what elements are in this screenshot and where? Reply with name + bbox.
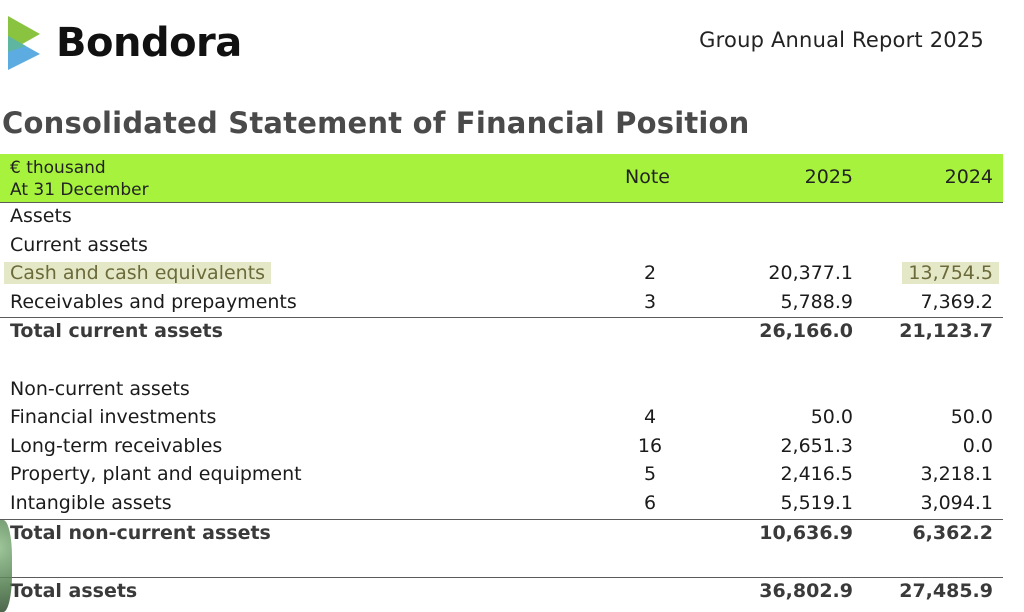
page-title: Consolidated Statement of Financial Posi…	[2, 106, 750, 140]
row-label: Receivables and prepayments	[10, 290, 297, 313]
row-label: Property, plant and equipment	[10, 463, 302, 486]
row-value-2025: 2,416.5	[780, 463, 853, 486]
header-2024: 2024	[944, 166, 993, 188]
row-note: 5	[643, 463, 657, 486]
table-row-total: Total current assets 26,166.0 21,123.7	[0, 317, 1003, 347]
row-label: Non-current assets	[10, 377, 190, 400]
table-header: € thousand At 31 December Note 2025 2024	[0, 154, 1003, 203]
row-value-2025: 36,802.9	[759, 579, 853, 602]
brand-logo: Bondora	[6, 14, 242, 72]
row-note: 4	[643, 406, 657, 429]
row-note: 2	[643, 262, 657, 285]
row-value-2025: 5,788.9	[780, 290, 853, 313]
header-unit-date: At 31 December	[10, 180, 149, 200]
report-title: Group Annual Report 2025	[699, 28, 984, 52]
row-label: Long-term receivables	[10, 434, 223, 457]
table-row: Cash and cash equivalents 2 20,377.1 13,…	[0, 260, 1003, 289]
row-label: Total assets	[10, 579, 138, 602]
header-2025: 2025	[804, 166, 853, 188]
row-value-2024: 6,362.2	[912, 521, 993, 544]
table-row: Non-current assets	[0, 376, 1003, 405]
row-label: Total current assets	[10, 320, 223, 343]
table-row: Current assets	[0, 232, 1003, 261]
table-row: Receivables and prepayments 3 5,788.9 7,…	[0, 289, 1003, 318]
brand-name: Bondora	[56, 20, 242, 66]
row-value-2024: 3,218.1	[920, 463, 993, 486]
plant-decoration	[0, 520, 12, 612]
row-value-2024: 50.0	[950, 406, 993, 429]
header-unit: € thousand At 31 December	[10, 157, 149, 201]
row-value-2025: 2,651.3	[780, 434, 853, 457]
row-spacer	[0, 548, 1003, 577]
row-spacer	[0, 347, 1003, 376]
table-row: Intangible assets 6 5,519.1 3,094.1	[0, 490, 1003, 519]
bondora-logo-icon	[8, 16, 40, 70]
row-note: 6	[643, 491, 657, 514]
header-unit-currency: € thousand	[10, 158, 106, 178]
row-value-2024: 27,485.9	[899, 579, 993, 602]
row-value-2025: 26,166.0	[759, 320, 853, 343]
row-value-2025: 10,636.9	[759, 521, 853, 544]
row-value-2025: 50.0	[810, 406, 853, 429]
header-note: Note	[625, 166, 670, 188]
table-row: Financial investments 4 50.0 50.0	[0, 404, 1003, 433]
row-label: Current assets	[10, 233, 148, 256]
table-row: Property, plant and equipment 5 2,416.5 …	[0, 461, 1003, 490]
table-row-total: Total non-current assets 10,636.9 6,362.…	[0, 518, 1003, 549]
row-value-2025: 5,519.1	[780, 491, 853, 514]
table-row: Long-term receivables 16 2,651.3 0.0	[0, 433, 1003, 462]
row-label: Cash and cash equivalents	[4, 262, 272, 285]
row-value-2024: 13,754.5	[902, 262, 999, 285]
row-value-2025: 20,377.1	[768, 262, 853, 285]
row-label: Assets	[10, 205, 72, 227]
row-value-2024: 0.0	[962, 434, 993, 457]
row-note: 16	[637, 434, 663, 457]
row-label: Intangible assets	[10, 491, 172, 514]
row-value-2024: 21,123.7	[899, 320, 993, 343]
row-note: 3	[643, 290, 657, 313]
row-value-2024: 7,369.2	[920, 290, 993, 313]
financial-position-table: € thousand At 31 December Note 2025 2024…	[0, 154, 1003, 606]
table-row-grand-total: Total assets 36,802.9 27,485.9	[0, 576, 1003, 607]
row-value-2024: 3,094.1	[920, 491, 993, 514]
row-label: Total non-current assets	[10, 521, 271, 544]
table-row: Assets	[0, 203, 1003, 232]
row-label: Financial investments	[10, 406, 217, 429]
